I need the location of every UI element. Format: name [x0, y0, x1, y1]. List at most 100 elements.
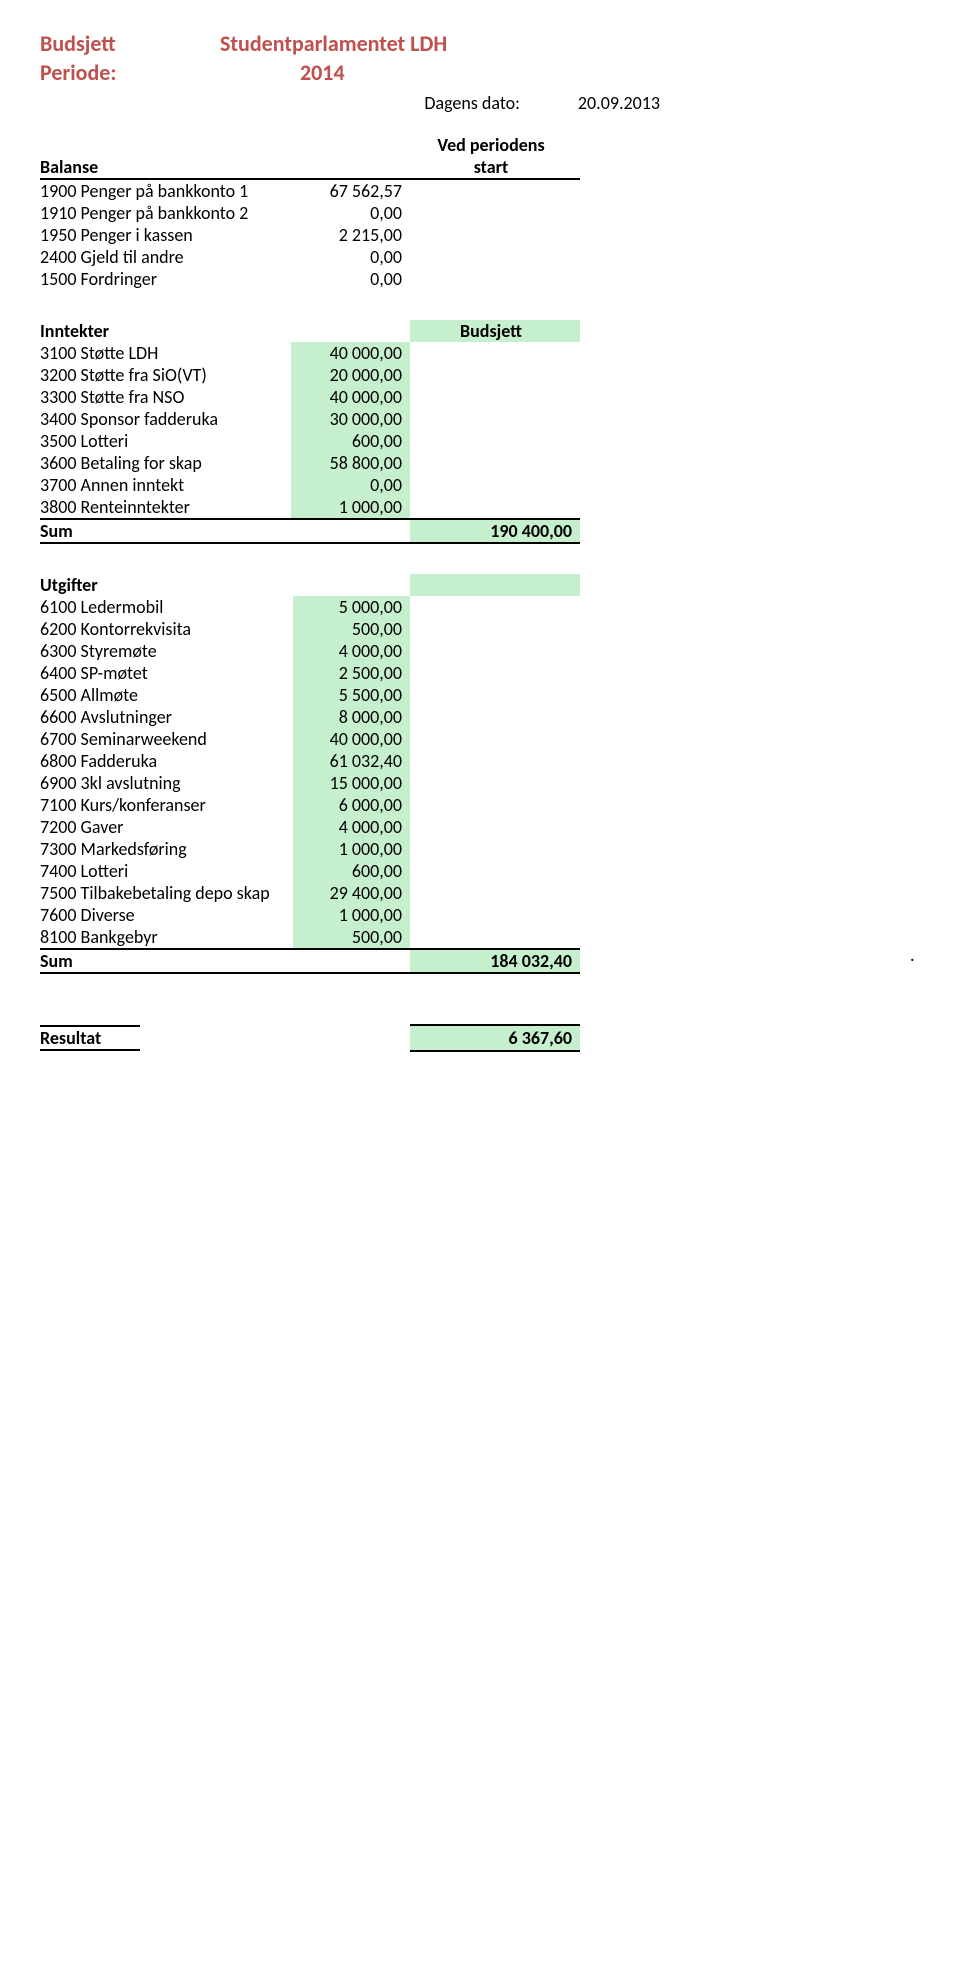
row-label: 7100 Kurs/konferanser: [40, 794, 293, 816]
table-row: 1910 Penger på bankkonto 20,00: [40, 202, 410, 224]
row-label: 2400 Gjeld til andre: [40, 246, 287, 268]
table-row: 3100 Støtte LDH40 000,00: [40, 342, 410, 364]
row-value: 40 000,00: [291, 342, 410, 364]
row-value: 29 400,00: [293, 882, 410, 904]
row-label: 3100 Støtte LDH: [40, 342, 291, 364]
row-label: 6100 Ledermobil: [40, 596, 293, 618]
table-row: 6400 SP-møtet2 500,00: [40, 662, 410, 684]
row-label: 6900 3kl avslutning: [40, 772, 293, 794]
row-value: 4 000,00: [293, 816, 410, 838]
budget-value: Studentparlamentet LDH: [220, 30, 447, 57]
row-label: 1500 Fordringer: [40, 268, 287, 290]
table-row: 2400 Gjeld til andre0,00: [40, 246, 410, 268]
row-value: 8 000,00: [293, 706, 410, 728]
row-label: 3400 Sponsor fadderuka: [40, 408, 291, 430]
row-label: 3500 Lotteri: [40, 430, 291, 452]
date-row: Dagens dato: 20.09.2013: [40, 92, 920, 114]
row-value: 5 500,00: [293, 684, 410, 706]
row-value: 600,00: [291, 430, 410, 452]
table-row: 1900 Penger på bankkonto 167 562,57: [40, 180, 410, 202]
row-value: 61 032,40: [293, 750, 410, 772]
row-value: 30 000,00: [291, 408, 410, 430]
table-row: 6300 Styremøte4 000,00: [40, 640, 410, 662]
table-row: 3800 Renteinntekter1 000,00: [40, 496, 410, 518]
row-value: 0,00: [291, 474, 410, 496]
row-value: 600,00: [293, 860, 410, 882]
resultat-label-cell: Resultat: [40, 1025, 410, 1051]
row-value: 15 000,00: [293, 772, 410, 794]
row-label: 7300 Markedsføring: [40, 838, 293, 860]
table-row: 6800 Fadderuka61 032,40: [40, 750, 410, 772]
row-label: 1950 Penger i kassen: [40, 224, 287, 246]
row-value: 500,00: [293, 618, 410, 640]
table-row: 7200 Gaver4 000,00: [40, 816, 410, 838]
row-label: 6400 SP-møtet: [40, 662, 293, 684]
utgifter-section: Utgifter 6100 Ledermobil5 000,006200 Kon…: [40, 574, 920, 974]
dot: .: [910, 944, 915, 966]
row-value: 5 000,00: [293, 596, 410, 618]
row-label: 3200 Støtte fra SiO(VT): [40, 364, 291, 386]
row-value: 1 000,00: [293, 904, 410, 926]
row-label: 6300 Styremøte: [40, 640, 293, 662]
table-row: 8100 Bankgebyr500,00: [40, 926, 410, 948]
table-row: 1950 Penger i kassen2 215,00: [40, 224, 410, 246]
row-value: 0,00: [287, 246, 410, 268]
row-label: 6800 Fadderuka: [40, 750, 293, 772]
table-row: 3200 Støtte fra SiO(VT)20 000,00: [40, 364, 410, 386]
row-label: 3800 Renteinntekter: [40, 496, 291, 518]
balanse-col-head: start: [410, 156, 580, 179]
row-value: 2 215,00: [287, 224, 410, 246]
row-label: 6700 Seminarweekend: [40, 728, 293, 750]
period-label: Periode:: [40, 59, 220, 86]
date-label: Dagens dato:: [360, 92, 520, 114]
row-value: 2 500,00: [293, 662, 410, 684]
row-value: 1 000,00: [291, 496, 410, 518]
row-label: 1900 Penger på bankkonto 1: [40, 180, 287, 202]
row-value: 67 562,57: [287, 180, 410, 202]
row-value: 4 000,00: [293, 640, 410, 662]
row-value: 20 000,00: [291, 364, 410, 386]
row-label: 6500 Allmøte: [40, 684, 293, 706]
inntekter-sum-label-cell: Sum: [40, 519, 410, 543]
row-value: 0,00: [287, 202, 410, 224]
date-value: 20.09.2013: [520, 92, 660, 114]
row-label: 6600 Avslutninger: [40, 706, 293, 728]
row-value: 0,00: [287, 268, 410, 290]
row-label: 7400 Lotteri: [40, 860, 293, 882]
utgifter-sum-label-cell: Sum: [40, 949, 410, 973]
inntekter-sum-label: Sum: [40, 520, 73, 542]
inntekter-sum-value: 190 400,00: [410, 519, 580, 543]
table-row: 1500 Fordringer0,00: [40, 268, 410, 290]
row-value: 1 000,00: [293, 838, 410, 860]
budget-label: Budsjett: [40, 30, 220, 57]
table-row: 7300 Markedsføring1 000,00: [40, 838, 410, 860]
row-value: 58 800,00: [291, 452, 410, 474]
resultat-label: Resultat: [40, 1027, 101, 1049]
inntekter-col-head: Budsjett: [410, 320, 580, 342]
inntekter-section: Inntekter Budsjett 3100 Støtte LDH40 000…: [40, 320, 920, 544]
resultat-section: Resultat 6 367,60: [40, 1024, 920, 1052]
table-row: 6600 Avslutninger8 000,00: [40, 706, 410, 728]
table-row: 6700 Seminarweekend40 000,00: [40, 728, 410, 750]
row-label: 3600 Betaling for skap: [40, 452, 291, 474]
table-row: 6500 Allmøte5 500,00: [40, 684, 410, 706]
table-row: 7500 Tilbakebetaling depo skap29 400,00: [40, 882, 410, 904]
row-value: 500,00: [293, 926, 410, 948]
utgifter-sum-label: Sum: [40, 950, 73, 972]
row-label: 7200 Gaver: [40, 816, 293, 838]
period-value: 2014: [300, 59, 345, 86]
balanse-section: Ved periodens Balanse start 1900 Penger …: [40, 134, 920, 290]
table-row: 7600 Diverse1 000,00: [40, 904, 410, 926]
document-header: Budsjett Studentparlamentet LDH Periode:…: [40, 30, 920, 86]
table-row: 3300 Støtte fra NSO40 000,00: [40, 386, 410, 408]
table-row: 6900 3kl avslutning15 000,00: [40, 772, 410, 794]
row-value: 40 000,00: [293, 728, 410, 750]
utgifter-title: Utgifter: [40, 574, 410, 596]
table-row: 7400 Lotteri600,00: [40, 860, 410, 882]
table-row: 3400 Sponsor fadderuka30 000,00: [40, 408, 410, 430]
table-row: 3500 Lotteri600,00: [40, 430, 410, 452]
row-label: 6200 Kontorrekvisita: [40, 618, 293, 640]
inntekter-title: Inntekter: [40, 320, 410, 342]
resultat-value: 6 367,60: [410, 1025, 580, 1051]
row-label: 8100 Bankgebyr: [40, 926, 293, 948]
